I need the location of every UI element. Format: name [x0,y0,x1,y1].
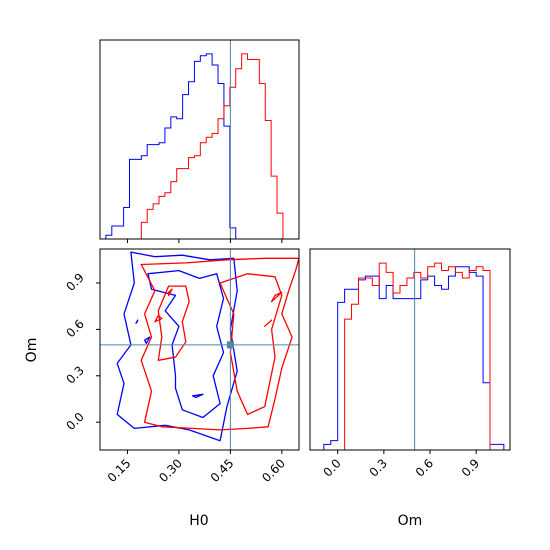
om-tick-label-3: 0.9 [63,270,86,293]
h0-tick-label-3: 0.60 [259,456,288,485]
x-axis-label-om: Om [398,513,423,529]
hist-om-panel: 0.0 0.3 0.6 0.9 [309,248,511,480]
contour-blue-island-9 [191,393,204,399]
h0-hist-red [100,53,295,240]
contour-red-island-7 [270,291,283,303]
om-hist-blue [310,266,510,451]
joint-frame [99,248,300,451]
h0-tick-label-0: 0.15 [105,456,134,485]
om-x-tick-label-2: 0.6 [413,456,436,479]
y-axis-label-om: Om [24,338,40,363]
truth-marker [226,341,234,349]
contour-red-outer-2 [140,257,299,431]
contour-blue-island-10 [135,319,139,324]
om-x-tick-label-1: 0.3 [367,456,390,479]
om-hist-frame [309,248,511,451]
contour-group [116,251,299,442]
h0-hist-frame [99,39,300,240]
om-tick-label-0: 0.0 [63,410,86,433]
contour-blue-inner-1 [147,269,225,419]
x-axis-label-h0: H0 [189,513,208,529]
h0-tick-label-2: 0.45 [208,456,237,485]
contour-red-inner-3 [219,273,283,416]
contour-red-island-5 [154,314,163,323]
contour-blue-island-11 [143,336,151,344]
om-tick-label-1: 0.3 [63,363,86,386]
contour-red-island-6 [167,288,173,297]
h0-tick-label-1: 0.30 [156,456,185,485]
om-x-tick-label-3: 0.9 [459,456,482,479]
om-x-tick-label-0: 0.0 [320,456,343,479]
contour-red-island-8 [264,319,273,327]
joint-panel: 0.15 0.30 0.45 0.60 0.0 0.3 0.6 0.9 [63,248,300,485]
om-tick-label-2: 0.6 [63,317,86,340]
contour-red-island-4 [157,285,190,361]
om-hist-red [310,262,510,451]
contour-blue-outer-0 [116,251,238,442]
h0-hist-blue [100,53,295,240]
hist-h0-panel [99,39,300,243]
